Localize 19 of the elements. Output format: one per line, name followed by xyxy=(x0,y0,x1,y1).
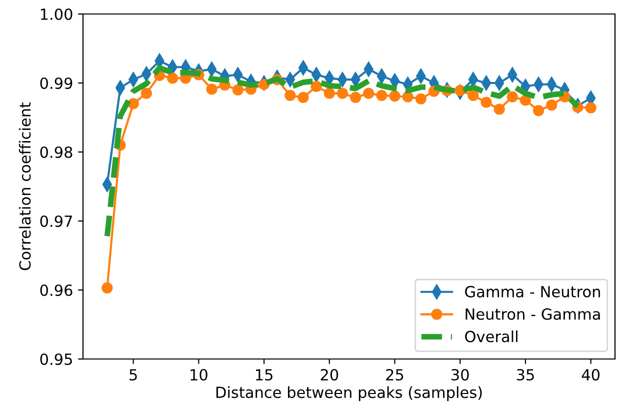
x-tick-label: 30 xyxy=(452,368,469,381)
y-tick-label: 0.99 xyxy=(40,77,72,90)
x-tick-label: 15 xyxy=(256,369,272,381)
y-tick-label: 0.97 xyxy=(40,215,72,228)
legend-label: Overall xyxy=(465,330,518,342)
x-axis-title: Distance between peaks (samples) xyxy=(216,386,482,402)
legend-label: Gamma - Neutron xyxy=(465,286,600,298)
legend-label: Neutron - Gamma xyxy=(466,308,600,320)
y-axis-title: Correlation coefficient xyxy=(18,102,31,270)
y-tick-label: 0.96 xyxy=(40,284,72,296)
x-tick-label: 20 xyxy=(320,368,338,381)
x-tick-label: 5 xyxy=(130,369,137,381)
y-tick-label: 1.00 xyxy=(40,8,72,20)
x-tick-label: 40 xyxy=(582,368,600,381)
y-tick-label: 0.98 xyxy=(40,146,72,158)
x-tick-label: 35 xyxy=(516,368,534,381)
y-tick-label: 0.95 xyxy=(40,353,72,366)
x-tick-label: 25 xyxy=(386,368,404,381)
x-tick-label: 10 xyxy=(190,368,208,381)
